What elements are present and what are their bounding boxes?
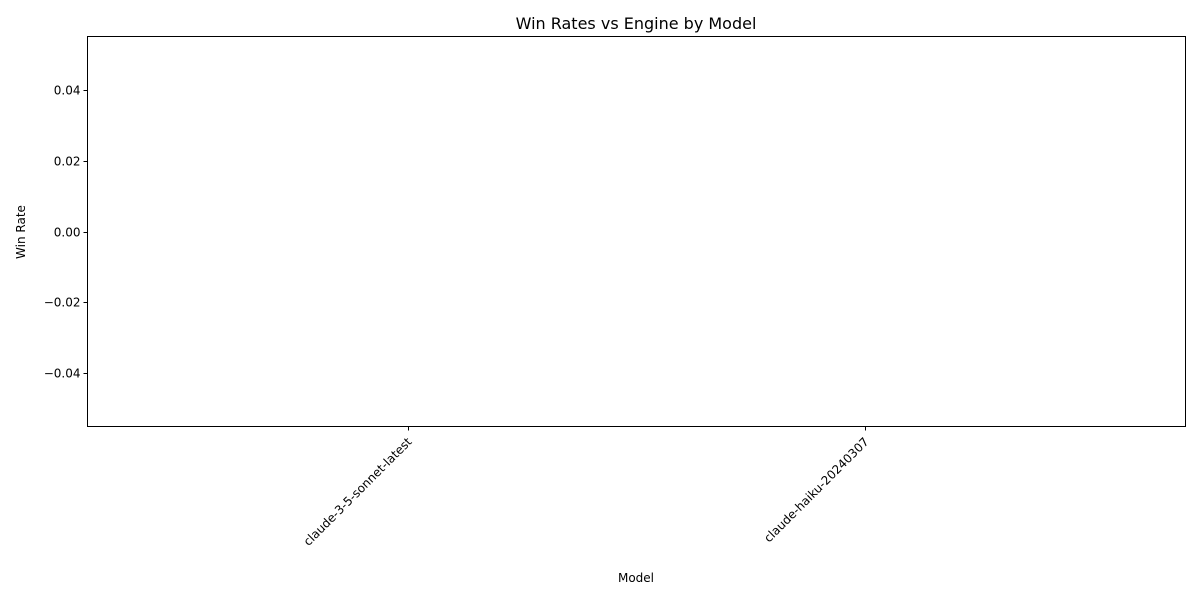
y-tick-label: 0.04 (54, 84, 81, 98)
chart-title: Win Rates vs Engine by Model (516, 14, 757, 33)
y-axis: 0.04 0.02 0.00 −0.02 −0.04 (44, 84, 88, 381)
x-axis-label: Model (618, 571, 654, 585)
y-tick-label: 0.02 (54, 155, 81, 169)
y-tick-label: 0.00 (54, 226, 81, 240)
y-tick-label: −0.02 (44, 296, 81, 310)
y-tick-label: −0.04 (44, 367, 81, 381)
y-axis-label: Win Rate (14, 205, 28, 259)
plot-frame (87, 36, 1186, 427)
